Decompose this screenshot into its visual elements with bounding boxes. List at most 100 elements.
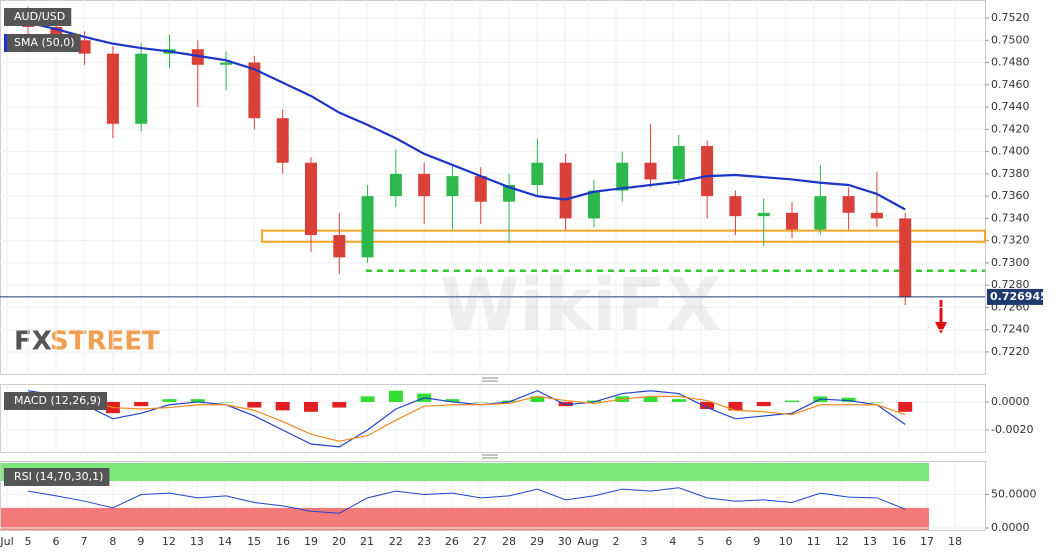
histogram-bar	[756, 401, 771, 407]
y-tick-label: 0.7400	[991, 145, 1030, 158]
histogram-bar	[898, 401, 913, 412]
y-tick-label: 0.7280	[991, 278, 1030, 291]
x-tick-label: 21	[360, 535, 374, 548]
watermark: WikiFX	[440, 263, 721, 347]
x-tick-label: 9	[753, 535, 760, 548]
histogram-bar	[360, 396, 375, 402]
candle-body	[870, 212, 883, 219]
x-tick-label: Aug	[577, 535, 598, 548]
y-tick-label: 0.7300	[991, 256, 1030, 269]
histogram-bar	[473, 401, 488, 403]
x-tick-label: 28	[502, 535, 516, 548]
histogram-bar	[134, 401, 149, 407]
histogram-bar	[558, 401, 573, 407]
histogram-bar	[332, 401, 347, 408]
histogram-bar	[190, 399, 205, 402]
x-tick-label: 27	[473, 535, 487, 548]
y-tick-label: 0.7460	[991, 78, 1030, 91]
panel-label: MACD (12,26,9)	[14, 394, 101, 407]
rsi-panel	[0, 461, 986, 531]
last-price-box	[987, 288, 1043, 305]
x-tick-label: 15	[247, 535, 261, 548]
histogram-bar	[247, 401, 262, 408]
price-panel	[0, 0, 986, 375]
x-tick-label: Jul	[0, 535, 14, 548]
histogram-bar	[530, 396, 545, 402]
y-tick-label: 0.7520	[991, 11, 1030, 24]
macd-panel	[0, 384, 986, 453]
histogram-bar	[671, 399, 686, 402]
arrow	[935, 300, 947, 334]
x-tick-label: 13	[863, 535, 877, 548]
candle-body	[276, 118, 289, 163]
x-tick-label: 6	[53, 535, 60, 548]
histogram-bar	[785, 400, 800, 402]
panel-label: SMA (50,0)	[14, 36, 75, 49]
candle-body	[899, 218, 912, 298]
x-tick-label: 10	[779, 535, 793, 548]
candle-body	[333, 235, 346, 258]
y-tick-label: -0.0020	[991, 423, 1033, 436]
y-tick-label: 0.7380	[991, 167, 1030, 180]
y-tick-label: 0.7360	[991, 189, 1030, 202]
x-tick-label: 19	[304, 535, 318, 548]
rsi-line	[27, 487, 906, 514]
candle-body	[248, 62, 261, 119]
candle-body	[757, 212, 770, 217]
candle-body	[389, 173, 402, 197]
candle-body	[729, 196, 742, 217]
x-tick-label: 23	[417, 535, 431, 548]
x-tick-label: 14	[218, 535, 232, 548]
candle-body	[616, 162, 629, 191]
y-tick-label: 0.0000	[991, 521, 1030, 534]
x-tick-label: 5	[697, 535, 704, 548]
overbought-band	[1, 463, 929, 482]
x-tick-label: 16	[276, 535, 290, 548]
watermark-text: WikiFX	[440, 263, 721, 347]
candle-body	[672, 146, 685, 180]
candle-body	[78, 40, 91, 54]
last-price-label: 0.726945	[990, 290, 1048, 303]
panel-label-box	[4, 8, 72, 26]
macd-line	[27, 394, 906, 442]
y-tick-label: 0.7440	[991, 100, 1030, 113]
y-tick-label: 50.0000	[991, 487, 1037, 500]
candle-body	[587, 190, 600, 219]
sma-line	[27, 21, 906, 211]
x-tick-label: 11	[807, 535, 821, 548]
histogram-bar	[275, 401, 290, 411]
x-tick-label: 16	[892, 535, 906, 548]
x-tick-label: 13	[190, 535, 204, 548]
candle-body	[786, 212, 799, 230]
macd-line	[27, 390, 906, 448]
y-tick-label: 0.7240	[991, 323, 1030, 336]
candle-body	[106, 53, 119, 124]
candle-body	[842, 196, 855, 213]
x-tick-label: 17	[920, 535, 934, 548]
panel-label: RSI (14,70,30,1)	[14, 470, 103, 483]
histogram-bar	[445, 399, 460, 402]
x-tick-label: 30	[558, 535, 572, 548]
panel-label-box	[4, 468, 110, 486]
histogram-bar	[869, 401, 884, 403]
x-tick-label: 6	[725, 535, 732, 548]
panel-label: AUD/USD	[14, 10, 65, 23]
x-tick-label: 22	[389, 535, 403, 548]
x-tick-label: 9	[137, 535, 144, 548]
candle-body	[644, 162, 657, 180]
candle-body	[474, 176, 487, 202]
candle-body	[531, 162, 544, 185]
oversold-band	[1, 507, 929, 530]
x-tick-label: 29	[530, 535, 544, 548]
histogram-bar	[586, 400, 601, 402]
candle-body	[304, 162, 317, 236]
histogram-bar	[643, 396, 658, 402]
candle-body	[361, 196, 374, 258]
x-tick-label: 7	[81, 535, 88, 548]
histogram-bar	[219, 401, 234, 403]
histogram-bar	[728, 401, 743, 411]
histogram-bar	[502, 400, 517, 402]
x-tick-label: 2	[613, 535, 620, 548]
